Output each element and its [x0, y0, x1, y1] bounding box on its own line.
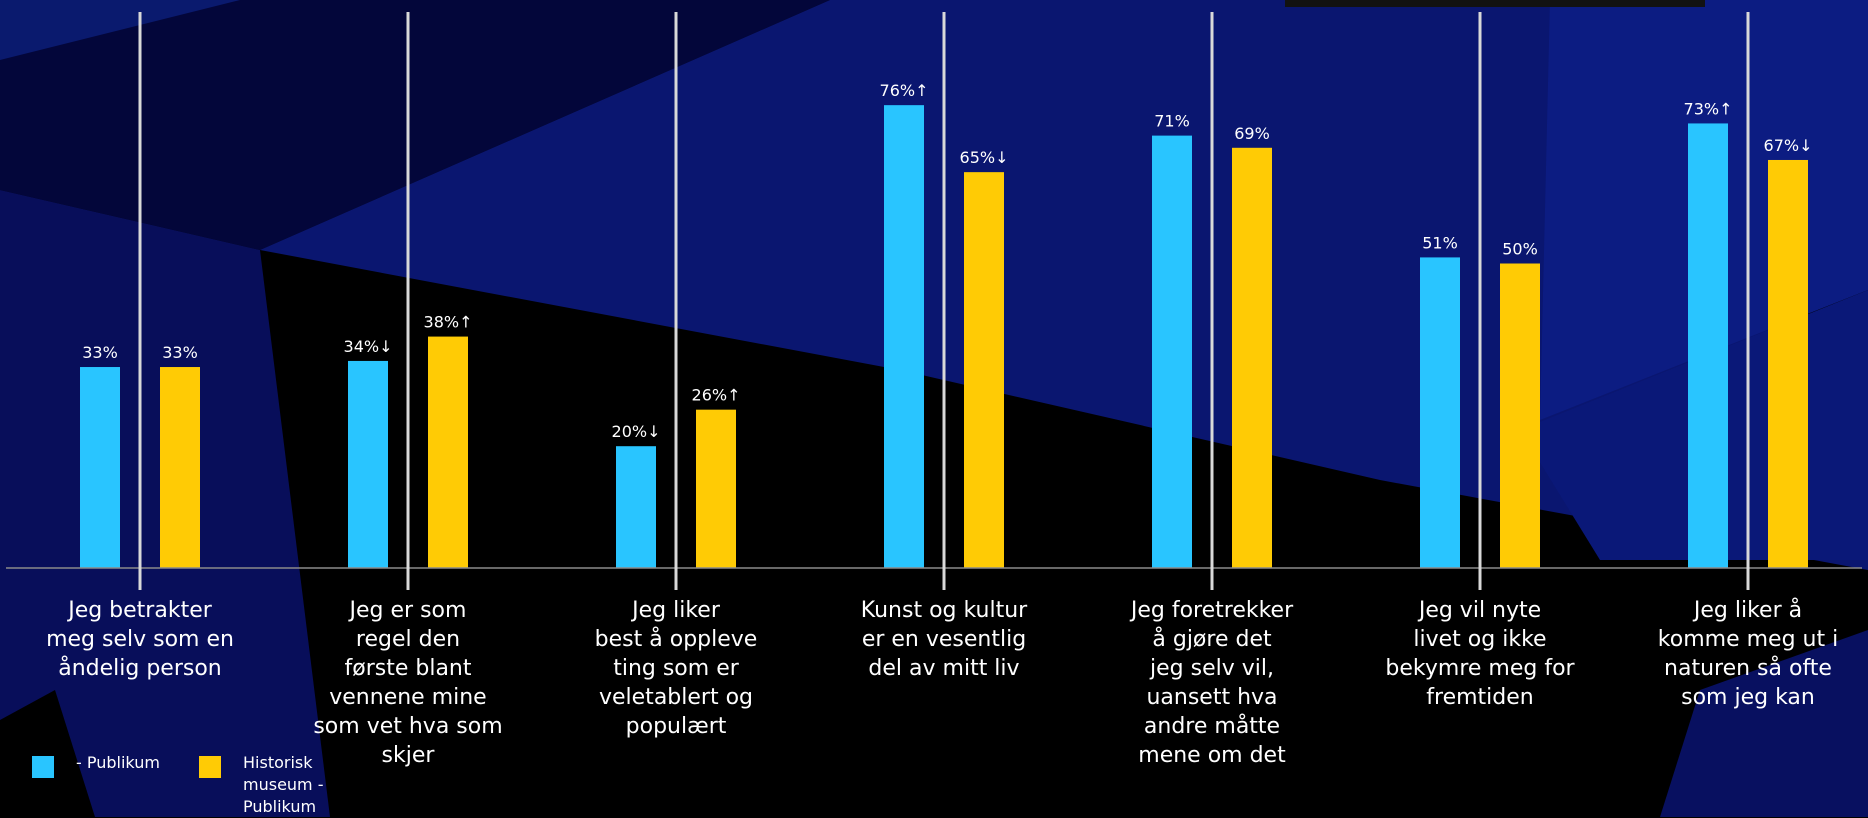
legend-swatch-historisk-museum	[199, 756, 221, 778]
data-label: 38%↑	[424, 313, 473, 332]
legend-swatch-publikum	[32, 756, 54, 778]
category-label: Jeg liker best å oppleve ting som er vel…	[594, 598, 758, 739]
category-label: Jeg er som regel den første blant vennen…	[313, 598, 503, 768]
top-toolbar-strip	[1285, 0, 1705, 7]
category-label: Jeg vil nyte livet og ikke bekymre meg f…	[1385, 598, 1575, 710]
data-label: 65%↓	[960, 148, 1009, 167]
category-label: Jeg liker å komme meg ut i naturen så of…	[1657, 598, 1839, 710]
legend-item-publikum: - Publikum	[32, 752, 160, 778]
data-label: 73%↑	[1684, 99, 1733, 118]
data-label: 34%↓	[344, 337, 393, 356]
bar-publikum	[1688, 123, 1728, 569]
data-label: 26%↑	[692, 386, 741, 405]
bar-publikum	[80, 367, 120, 568]
bar-publikum	[348, 360, 388, 568]
category-label: Jeg foretrekker å gjøre det jeg selv vil…	[1130, 598, 1294, 768]
bar-publikum	[1152, 135, 1192, 569]
data-label: 71%	[1154, 112, 1190, 131]
bar-historisk-museum	[160, 367, 200, 568]
bar-historisk-museum	[964, 172, 1004, 568]
bar-historisk-museum	[1232, 147, 1272, 569]
data-label: 50%	[1502, 240, 1538, 259]
data-label: 76%↑	[880, 81, 929, 100]
bar-publikum	[884, 105, 924, 568]
bar-historisk-museum	[1500, 263, 1540, 568]
data-label: 20%↓	[612, 422, 661, 441]
bar-publikum	[1420, 257, 1460, 568]
bar-historisk-museum	[696, 409, 736, 568]
data-label: 69%	[1234, 124, 1270, 143]
data-label: 51%	[1422, 233, 1458, 252]
data-label: 33%	[82, 343, 118, 362]
legend-item-historisk-museum: Historisk museum - Publikum	[199, 752, 324, 818]
legend-label-historisk-museum: Historisk museum - Publikum	[243, 753, 324, 816]
category-label: Jeg betrakter meg selv som en åndelig pe…	[46, 598, 234, 681]
bar-publikum	[616, 446, 656, 568]
bar-historisk-museum	[1768, 159, 1808, 568]
data-label: 67%↓	[1764, 136, 1813, 155]
category-label: Kunst og kultur er en vesentlig del av m…	[860, 598, 1028, 681]
bar-historisk-museum	[428, 336, 468, 568]
legend-label-publikum: - Publikum	[76, 753, 160, 772]
data-label: 33%	[162, 343, 198, 362]
